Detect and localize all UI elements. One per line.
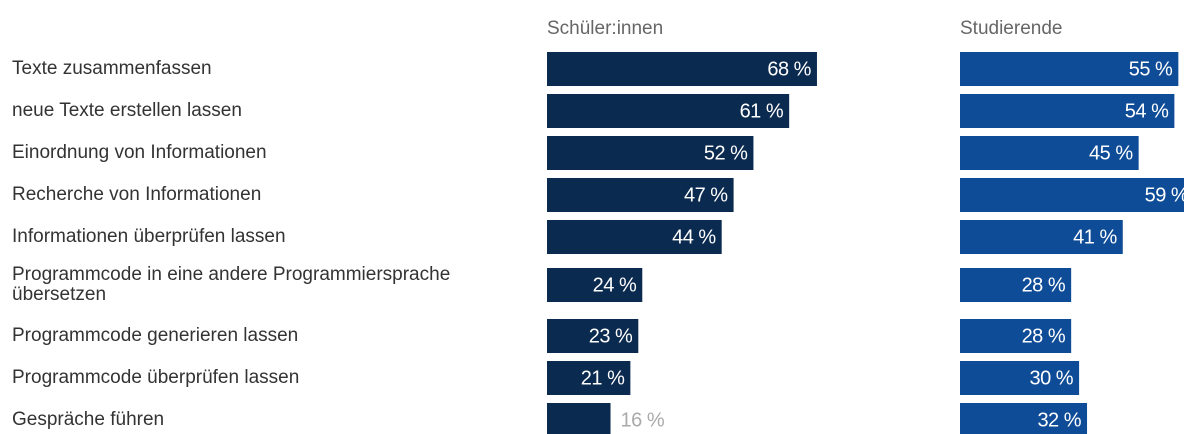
category-label: Einordnung von Informationen bbox=[12, 142, 267, 163]
value-label: 55 % bbox=[1129, 58, 1173, 80]
bar bbox=[547, 361, 631, 395]
bar bbox=[960, 403, 1088, 434]
bar bbox=[547, 136, 754, 170]
value-label: 30 % bbox=[1030, 367, 1074, 389]
category-label: Programmcode in eine andere Programmiers… bbox=[12, 264, 451, 305]
value-label: 61 % bbox=[740, 100, 784, 122]
value-label: 41 % bbox=[1073, 226, 1117, 248]
bar bbox=[547, 268, 643, 302]
value-label: 28 % bbox=[1022, 325, 1066, 347]
bar bbox=[547, 220, 722, 254]
bar bbox=[547, 403, 611, 434]
value-label: 32 % bbox=[1037, 409, 1081, 431]
series-header: Schüler:innen bbox=[547, 18, 664, 39]
value-label: 16 % bbox=[621, 409, 665, 431]
category-label: Programmcode generieren lassen bbox=[12, 325, 299, 346]
category-label: Recherche von Informationen bbox=[12, 184, 262, 205]
value-label: 28 % bbox=[1022, 274, 1066, 296]
category-label: Programmcode überprüfen lassen bbox=[12, 367, 300, 388]
bar bbox=[547, 94, 790, 128]
category-label: Gespräche führen bbox=[12, 409, 165, 430]
bar bbox=[960, 52, 1179, 86]
bar bbox=[960, 268, 1072, 302]
value-label: 54 % bbox=[1125, 100, 1169, 122]
value-label: 47 % bbox=[684, 184, 728, 206]
bar bbox=[547, 178, 734, 212]
bar bbox=[547, 319, 639, 353]
value-label: 24 % bbox=[593, 274, 637, 296]
value-label: 45 % bbox=[1089, 142, 1133, 164]
bar bbox=[960, 319, 1072, 353]
value-label: 59 % bbox=[1145, 184, 1184, 206]
bar bbox=[960, 136, 1139, 170]
bar bbox=[960, 361, 1080, 395]
value-label: 23 % bbox=[589, 325, 633, 347]
category-label: Texte zusammenfassen bbox=[12, 58, 212, 79]
value-label: 21 % bbox=[581, 367, 625, 389]
value-label: 52 % bbox=[704, 142, 748, 164]
bar bbox=[960, 220, 1123, 254]
value-label: 44 % bbox=[672, 226, 716, 248]
value-label: 68 % bbox=[767, 58, 811, 80]
category-label: neue Texte erstellen lassen bbox=[12, 100, 242, 121]
bar bbox=[960, 178, 1184, 212]
series-header: Studierende bbox=[960, 18, 1063, 39]
bar bbox=[547, 52, 817, 86]
category-label: Informationen überprüfen lassen bbox=[12, 226, 286, 247]
bar bbox=[960, 94, 1175, 128]
